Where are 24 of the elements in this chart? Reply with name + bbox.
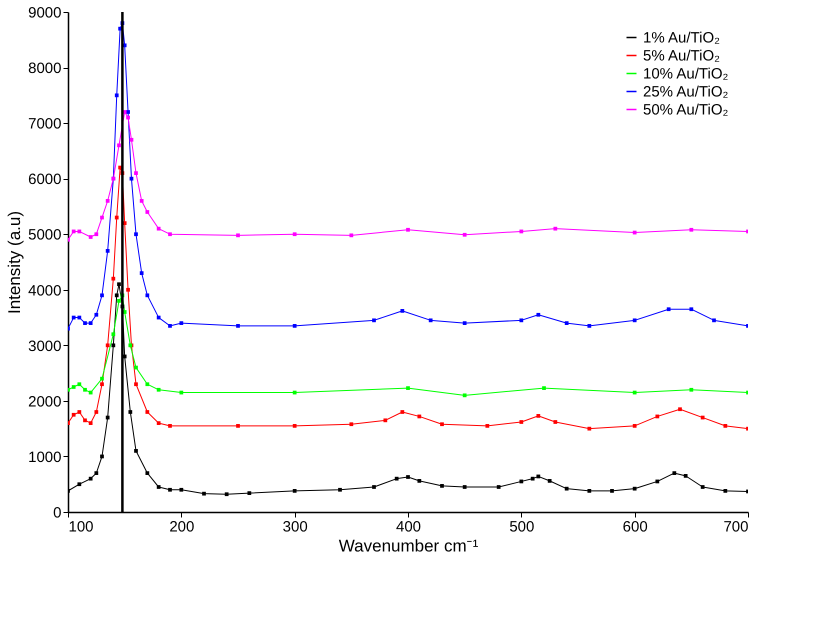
x-tick-label: 300 [282, 518, 308, 536]
legend-label: 10% Au/TiO₂ [643, 66, 728, 82]
x-tick-label: 200 [169, 518, 194, 536]
x-tick-label: 400 [396, 518, 422, 536]
y-tick-label: 4000 [28, 282, 62, 300]
x-tick-label: 100 [68, 518, 94, 536]
y-axis-title: Intensity (a.u) [5, 211, 24, 314]
legend-label: 1% Au/TiO₂ [643, 30, 720, 46]
y-tick-label: 7000 [28, 116, 62, 133]
y-tick-label: 6000 [28, 171, 62, 188]
y-tick-label: 0 [53, 504, 62, 522]
x-tick-label: 500 [509, 518, 534, 536]
legend-label: 50% Au/TiO₂ [643, 102, 728, 118]
y-tick-label: 2000 [28, 393, 62, 410]
y-tick-label: 5000 [28, 226, 62, 244]
legend-label: 5% Au/TiO₂ [643, 48, 720, 64]
x-tick-label: 700 [723, 518, 748, 536]
y-tick-label: 8000 [28, 60, 62, 78]
y-tick-label: 9000 [28, 4, 62, 22]
y-tick-label: 3000 [28, 338, 62, 355]
legend-label: 25% Au/TiO₂ [643, 84, 728, 100]
x-axis-title: Wavenumber cm⁻¹ [338, 536, 479, 556]
y-tick-label: 1000 [28, 448, 62, 466]
x-tick-label: 600 [622, 518, 648, 536]
